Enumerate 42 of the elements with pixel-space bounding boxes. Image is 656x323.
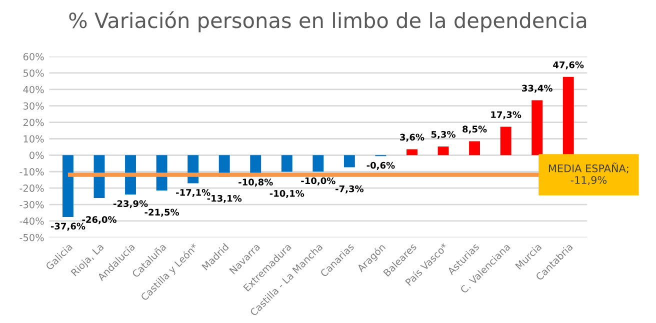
- y-tick-label: -10%: [20, 168, 44, 176]
- data-label: -37,6%: [50, 222, 86, 231]
- bar: [532, 100, 543, 156]
- data-label: 5,3%: [431, 130, 456, 139]
- y-tick-label: 50%: [23, 69, 44, 77]
- data-label: -26,0%: [82, 216, 116, 224]
- ref-line-label: MEDIA ESPAÑA; -11,9%: [548, 162, 628, 186]
- bar: [500, 126, 512, 156]
- y-tick-label: -20%: [20, 184, 44, 192]
- data-label: 33,4%: [522, 84, 552, 93]
- bar: [562, 76, 574, 156]
- data-label: 8,5%: [462, 126, 487, 134]
- data-label: -10,0%: [301, 177, 336, 186]
- bar: [406, 149, 418, 156]
- data-label: -7,3%: [336, 185, 364, 194]
- data-label: -0,6%: [366, 162, 395, 170]
- y-tick-label: 0%: [30, 152, 44, 160]
- data-label: -17,1%: [176, 189, 210, 198]
- bar: [438, 146, 449, 156]
- bar: [469, 141, 480, 156]
- data-label: -10,1%: [270, 190, 304, 198]
- y-tick-label: 30%: [23, 102, 44, 110]
- chart-title: % Variación personas en limbo de la dependencia: [69, 11, 586, 32]
- y-tick-label: 40%: [23, 86, 44, 94]
- data-label: 3,6%: [400, 134, 424, 142]
- data-label: -23,9%: [113, 200, 148, 208]
- y-tick-label: 20%: [23, 118, 44, 126]
- data-label: -13,1%: [207, 194, 242, 203]
- data-label: -21,5%: [144, 208, 180, 217]
- y-tick-label: -30%: [20, 200, 44, 208]
- y-tick-label: 60%: [23, 53, 44, 60]
- bar: [344, 155, 355, 168]
- bar: [250, 155, 262, 173]
- bar: [281, 155, 292, 172]
- y-tick-label: -50%: [20, 234, 44, 242]
- data-label: -10,8%: [238, 178, 273, 187]
- y-tick-label: 10%: [24, 135, 44, 143]
- bar: [312, 155, 324, 172]
- data-label: 17,3%: [491, 111, 522, 120]
- data-label: 47,6%: [553, 61, 584, 70]
- y-tick-label: -40%: [20, 217, 44, 225]
- bar: [62, 155, 74, 218]
